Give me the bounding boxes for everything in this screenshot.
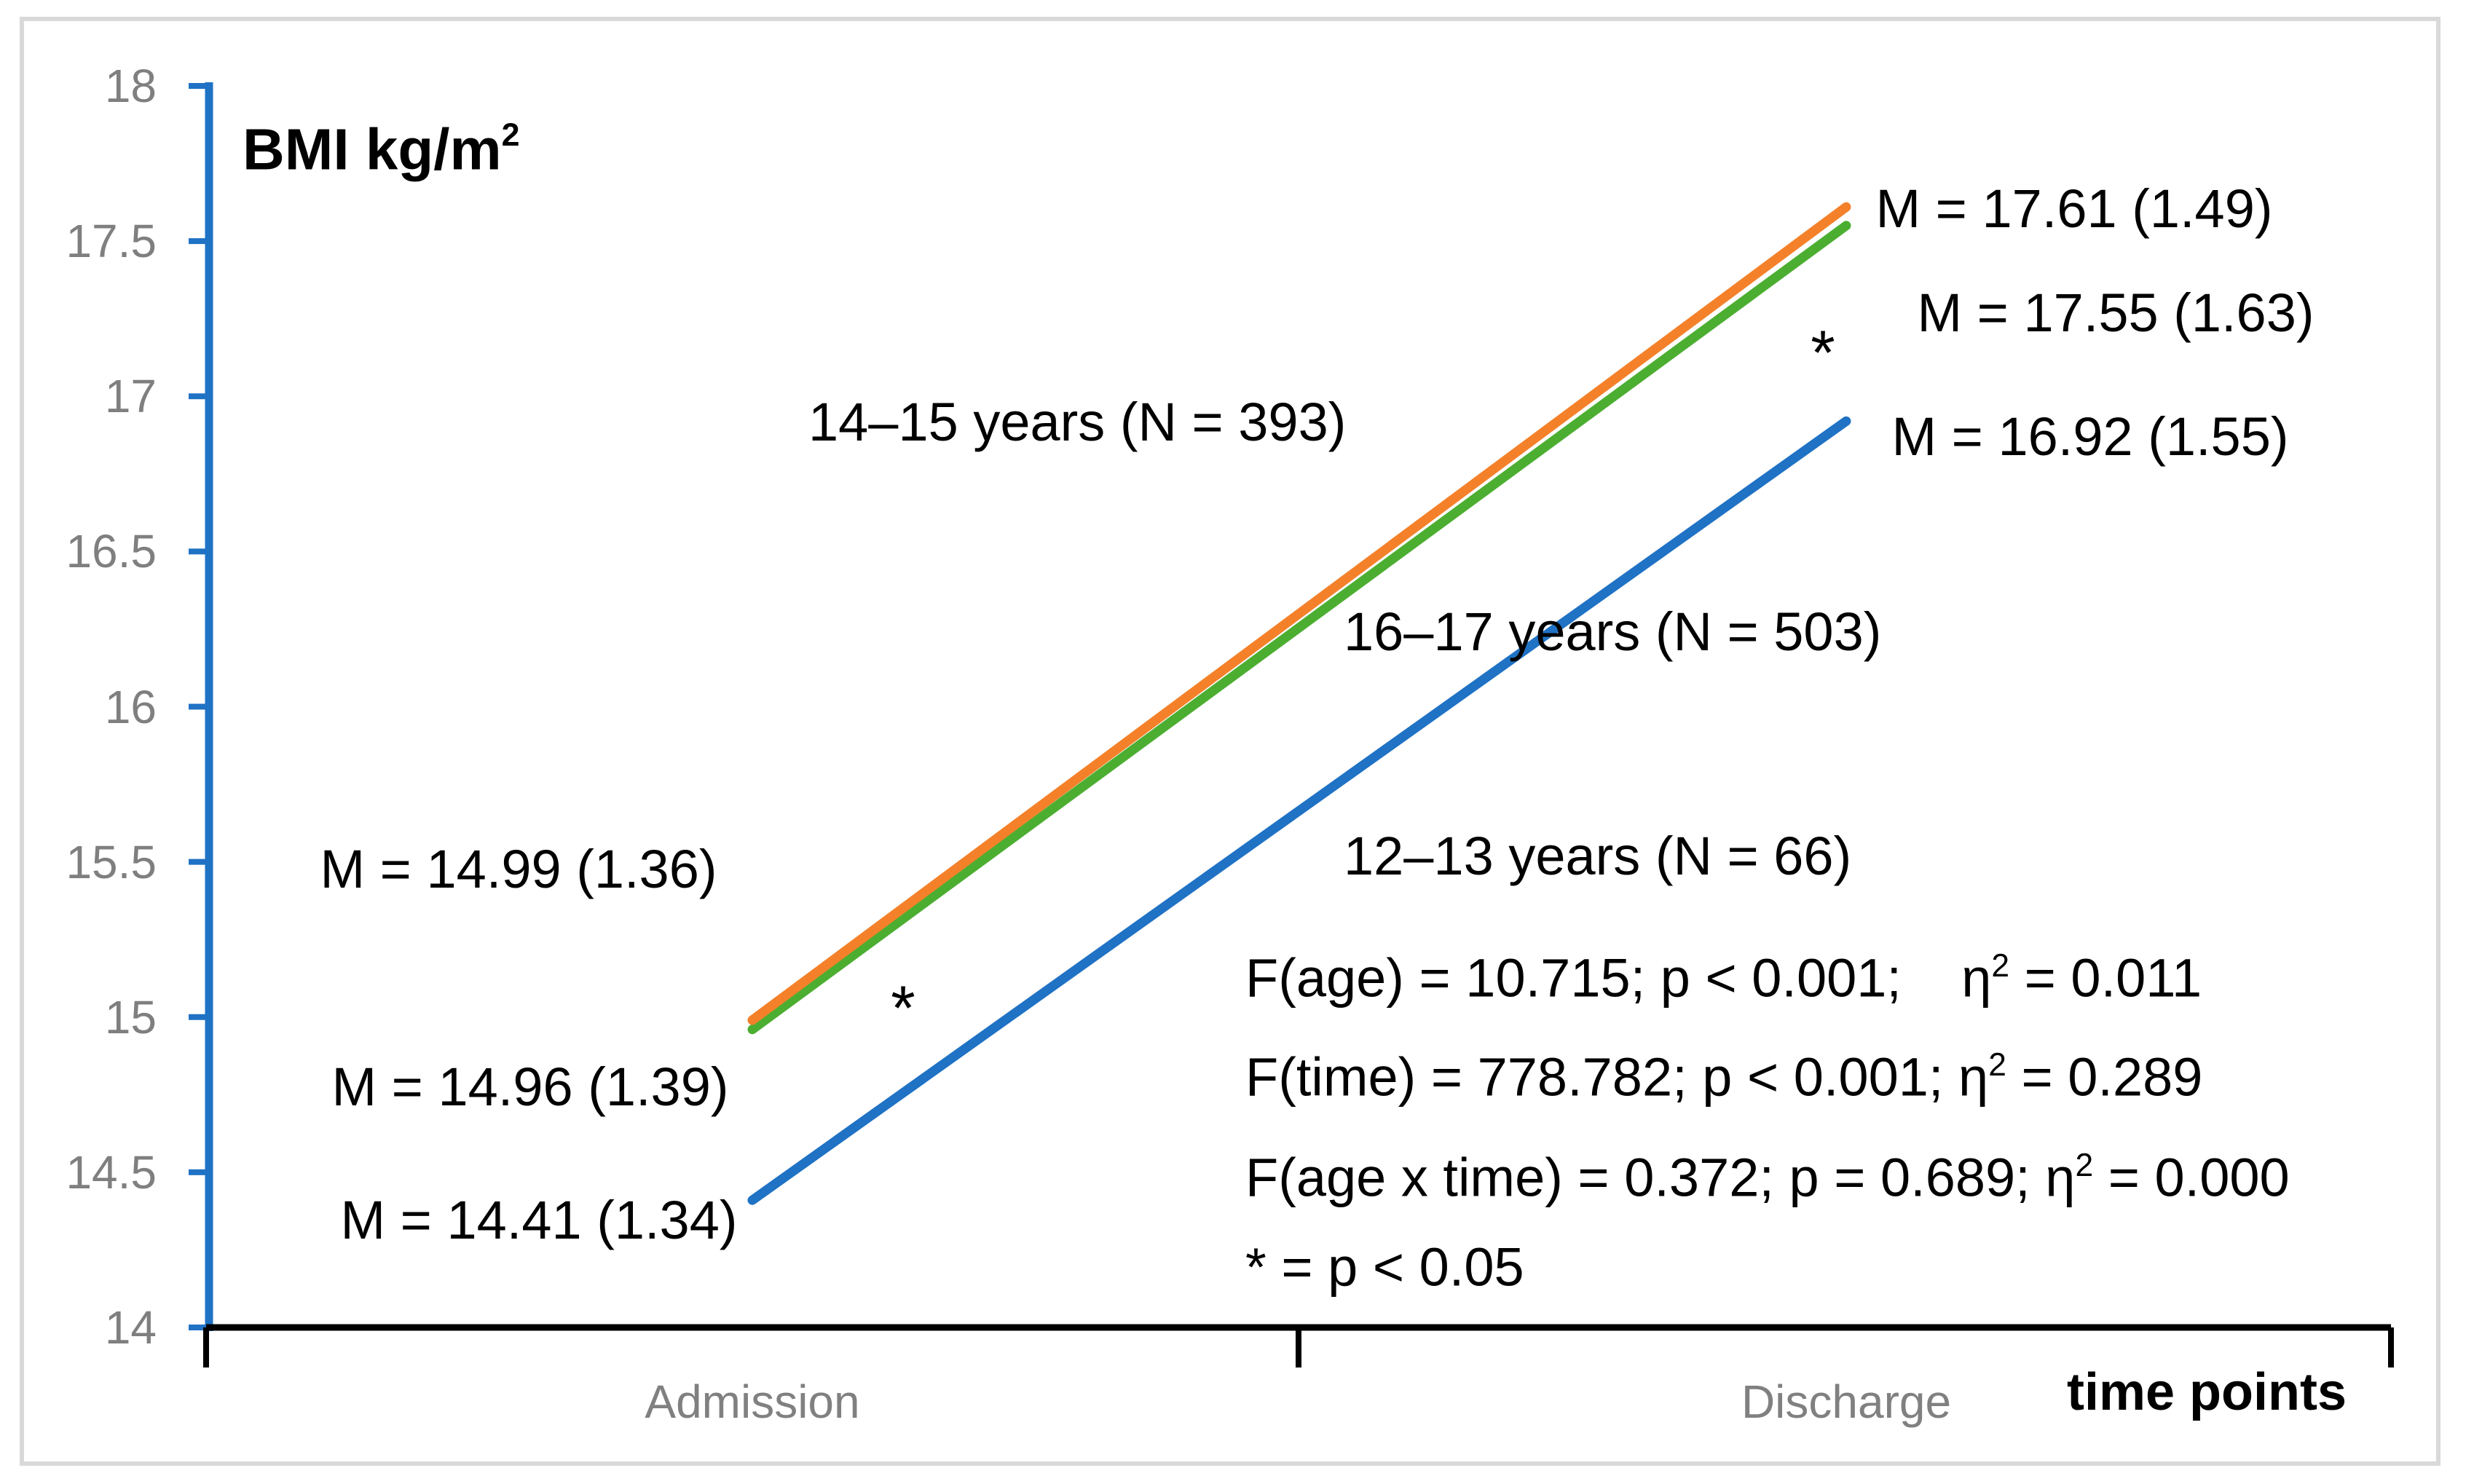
y-tick-label-17: 17: [104, 370, 157, 423]
stat-f-age-pre: F(age) = 10.715; p < 0.001; η: [1245, 947, 1992, 1009]
x-tick-label-admission: Admission: [645, 1376, 860, 1428]
series-line-age-12-13: [747, 416, 1851, 1205]
point-label-discharge-12-13: M = 16.92 (1.55): [1891, 406, 2289, 467]
point-label-admission-16-17: M = 14.96 (1.39): [331, 1057, 729, 1117]
series-line-age-14-15: [747, 202, 1851, 1025]
stat-f-time-post: = 0.289: [2006, 1046, 2203, 1108]
stat-line-f-age: F(age) = 10.715; p < 0.001; η2 = 0.011: [1245, 933, 2202, 1012]
chart-border-frame: [20, 17, 2440, 1466]
stat-f-time-sup: 2: [1988, 1047, 2006, 1083]
stat-line-significance-note: * = p < 0.05: [1245, 1222, 1524, 1301]
point-label-admission-14-15: M = 14.99 (1.36): [320, 839, 717, 899]
point-label-discharge-16-17: M = 17.55 (1.63): [1917, 283, 2315, 343]
chart-title-text: BMI kg/m: [243, 117, 502, 182]
significance-star-admission: *: [891, 974, 915, 1043]
y-tick-label-15.5: 15.5: [66, 835, 157, 888]
stat-f-time-pre: F(time) = 778.782; p < 0.001; η: [1245, 1046, 1989, 1108]
series-label-14-15-years: 14–15 years (N = 393): [808, 392, 1347, 452]
series-line-age-16-17: [747, 221, 1851, 1035]
chart-title: BMI kg/m2: [243, 102, 520, 182]
stat-f-interaction-pre: F(age x time) = 0.372; p = 0.689; η: [1245, 1147, 2076, 1208]
x-tick-label-discharge: Discharge: [1741, 1376, 1952, 1428]
series-label-16-17-years: 16–17 years (N = 503): [1344, 601, 1882, 662]
x-axis-title: time points: [2066, 1363, 2347, 1421]
stat-f-interaction-post: = 0.000: [2093, 1147, 2290, 1208]
y-tick-label-17.5: 17.5: [66, 215, 157, 268]
stat-line-f-age-x-time: F(age x time) = 0.372; p = 0.689; η2 = 0…: [1245, 1132, 2290, 1212]
stat-note-pre: * = p < 0.05: [1245, 1236, 1524, 1298]
y-tick-label-15: 15: [104, 990, 157, 1043]
y-tick-label-18: 18: [104, 60, 157, 112]
stat-f-interaction-sup: 2: [2075, 1148, 2094, 1183]
stat-f-age-post: = 0.011: [2009, 947, 2202, 1009]
significance-star-discharge: *: [1811, 318, 1835, 388]
y-tick-label-16.5: 16.5: [66, 525, 157, 578]
series-label-12-13-years: 12–13 years (N = 66): [1344, 826, 1852, 886]
y-tick-label-14: 14: [104, 1301, 157, 1354]
point-label-admission-12-13: M = 14.41 (1.34): [340, 1190, 738, 1250]
stat-f-age-sup: 2: [1991, 948, 2010, 984]
y-tick-label-14.5: 14.5: [66, 1145, 157, 1199]
stat-line-f-time: F(time) = 778.782; p < 0.001; η2 = 0.289: [1245, 1032, 2202, 1111]
point-label-discharge-14-15: M = 17.61 (1.49): [1875, 178, 2273, 239]
chart-title-superscript: 2: [501, 117, 520, 153]
y-tick-label-16: 16: [104, 680, 157, 733]
